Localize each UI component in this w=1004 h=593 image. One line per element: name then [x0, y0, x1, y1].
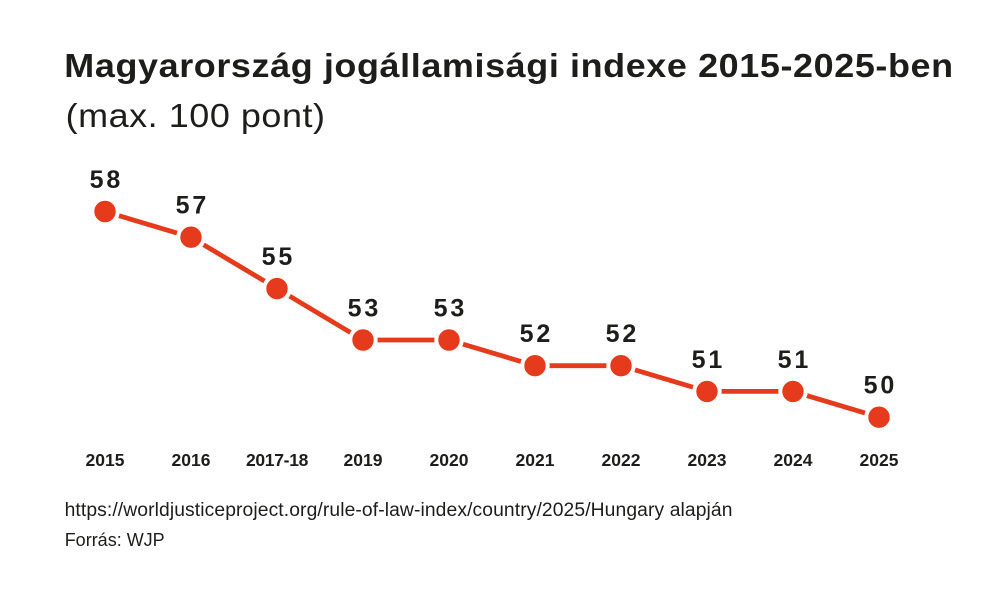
svg-text:2023: 2023: [688, 450, 727, 470]
svg-text:(max. 100 pont): (max. 100 pont): [66, 98, 326, 134]
svg-text:53: 53: [348, 294, 381, 322]
svg-text:2024: 2024: [774, 450, 813, 470]
svg-text:52: 52: [520, 320, 553, 348]
svg-text:52: 52: [606, 320, 639, 348]
svg-text:2015: 2015: [86, 450, 125, 470]
svg-text:2016: 2016: [172, 450, 211, 470]
svg-text:https://worldjusticeproject.or: https://worldjusticeproject.org/rule-of-…: [65, 500, 733, 521]
svg-text:2020: 2020: [430, 450, 469, 470]
svg-text:Magyarország jogállamisági ind: Magyarország jogállamisági indexe 2015-2…: [64, 48, 953, 84]
svg-text:50: 50: [864, 372, 897, 400]
svg-text:51: 51: [692, 346, 725, 374]
svg-text:2025: 2025: [860, 450, 899, 470]
svg-text:2021: 2021: [516, 450, 555, 470]
svg-text:Forrás: WJP: Forrás: WJP: [65, 530, 165, 550]
svg-text:2019: 2019: [344, 450, 383, 470]
svg-text:57: 57: [176, 192, 209, 220]
svg-text:2022: 2022: [602, 450, 641, 470]
svg-text:58: 58: [90, 166, 123, 194]
svg-text:2017-18: 2017-18: [246, 450, 309, 470]
svg-text:53: 53: [434, 294, 467, 322]
svg-text:55: 55: [262, 243, 295, 271]
svg-text:51: 51: [778, 346, 811, 374]
